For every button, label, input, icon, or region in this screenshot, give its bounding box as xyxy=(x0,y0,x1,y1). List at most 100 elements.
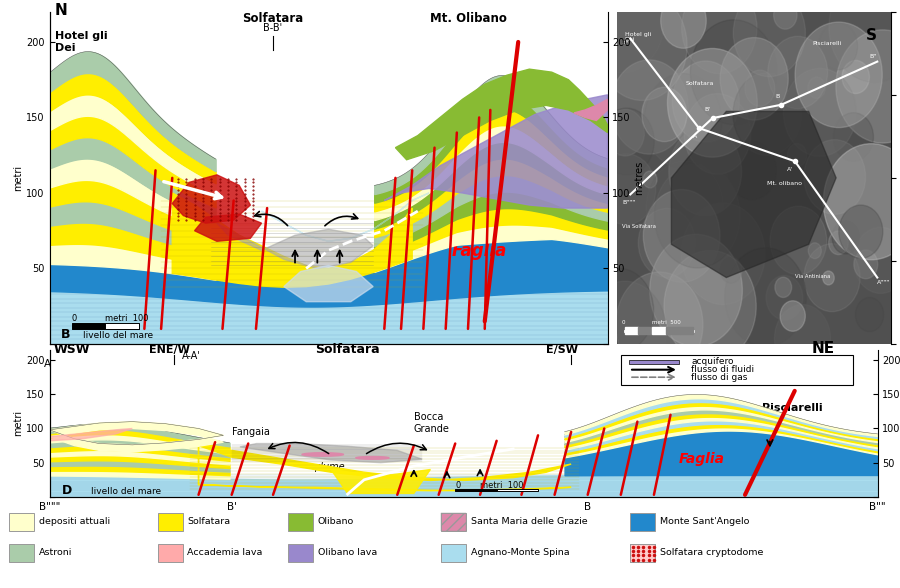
Text: flusso di gas: flusso di gas xyxy=(691,373,748,382)
Circle shape xyxy=(832,221,859,254)
Text: Via Solfatara: Via Solfatara xyxy=(622,223,656,229)
Text: A""": A""" xyxy=(878,280,890,285)
Polygon shape xyxy=(671,112,836,278)
Bar xyxy=(9,513,34,530)
Circle shape xyxy=(583,281,667,382)
Text: plume: plume xyxy=(314,462,345,472)
Text: Solfatara: Solfatara xyxy=(187,517,230,526)
Circle shape xyxy=(664,250,756,362)
Circle shape xyxy=(856,298,884,332)
Text: Solfatara: Solfatara xyxy=(242,12,303,25)
Circle shape xyxy=(720,38,788,120)
Text: livello del mare: livello del mare xyxy=(83,331,153,340)
Text: Faglia: Faglia xyxy=(451,242,507,260)
Bar xyxy=(288,513,313,530)
Polygon shape xyxy=(262,193,429,241)
Circle shape xyxy=(775,305,831,372)
Text: metri  100: metri 100 xyxy=(105,315,148,323)
Text: A""": A""" xyxy=(597,359,618,369)
Polygon shape xyxy=(240,443,422,463)
Polygon shape xyxy=(50,422,223,452)
Text: livello del mare: livello del mare xyxy=(91,487,161,496)
Circle shape xyxy=(733,73,801,155)
Circle shape xyxy=(766,275,803,320)
Circle shape xyxy=(681,203,765,305)
Circle shape xyxy=(734,0,806,76)
Bar xyxy=(621,355,852,385)
Circle shape xyxy=(770,206,827,275)
Text: A": A" xyxy=(622,41,629,46)
Text: Fangaia: Fangaia xyxy=(231,427,269,437)
Text: A': A' xyxy=(787,167,793,172)
Text: Olibano lava: Olibano lava xyxy=(318,548,377,557)
Text: Hotel gli
Dei: Hotel gli Dei xyxy=(55,31,108,53)
Circle shape xyxy=(768,36,827,109)
Text: B: B xyxy=(776,94,780,99)
Circle shape xyxy=(728,141,777,200)
Y-axis label: metri: metri xyxy=(14,410,23,436)
Text: Solfatara cryptodome: Solfatara cryptodome xyxy=(660,548,763,557)
Text: Faglia: Faglia xyxy=(679,452,725,466)
Text: D: D xyxy=(62,484,72,497)
Text: Monte Sant'Angelo: Monte Sant'Angelo xyxy=(660,517,749,526)
Polygon shape xyxy=(384,95,608,208)
Text: B""": B""" xyxy=(622,201,635,205)
Y-axis label: metres: metres xyxy=(634,161,643,195)
Text: 0: 0 xyxy=(72,315,77,323)
Circle shape xyxy=(616,272,703,377)
Circle shape xyxy=(804,140,866,214)
Circle shape xyxy=(356,456,389,459)
Text: depositi attuali: depositi attuali xyxy=(39,517,110,526)
Bar xyxy=(441,544,466,562)
Text: Bocca
Grande: Bocca Grande xyxy=(414,412,450,434)
Bar xyxy=(630,544,655,562)
Text: Mt. olibano: Mt. olibano xyxy=(768,181,803,186)
Bar xyxy=(9,544,34,562)
Circle shape xyxy=(606,109,644,156)
Circle shape xyxy=(839,205,883,258)
Circle shape xyxy=(302,453,344,456)
Text: Accademia lava: Accademia lava xyxy=(187,548,263,557)
Polygon shape xyxy=(172,175,250,223)
Text: metri  100: metri 100 xyxy=(480,481,524,490)
Text: Astroni: Astroni xyxy=(39,548,72,557)
Text: A': A' xyxy=(407,359,418,369)
Circle shape xyxy=(610,60,688,154)
Circle shape xyxy=(854,250,877,279)
Circle shape xyxy=(642,87,687,142)
Circle shape xyxy=(842,61,869,93)
Circle shape xyxy=(643,171,657,188)
Text: A-A': A-A' xyxy=(182,351,201,361)
Circle shape xyxy=(638,208,696,278)
Circle shape xyxy=(672,61,739,142)
Text: B"": B"" xyxy=(869,502,886,512)
Circle shape xyxy=(681,0,757,74)
Bar xyxy=(630,544,655,562)
Circle shape xyxy=(829,231,848,255)
Text: B""": B""" xyxy=(39,502,60,512)
Text: metri  500: metri 500 xyxy=(652,320,681,325)
Polygon shape xyxy=(331,469,430,493)
Bar xyxy=(629,360,679,363)
Text: WSW: WSW xyxy=(54,343,90,356)
Circle shape xyxy=(650,235,742,346)
Circle shape xyxy=(774,1,797,29)
Circle shape xyxy=(668,48,757,157)
Circle shape xyxy=(584,268,653,352)
Bar xyxy=(158,544,183,562)
Circle shape xyxy=(808,77,825,98)
Text: NE: NE xyxy=(811,341,834,356)
Polygon shape xyxy=(574,99,608,121)
Circle shape xyxy=(836,30,900,143)
Polygon shape xyxy=(284,265,374,302)
Text: Olibano: Olibano xyxy=(318,517,354,526)
Text: 0: 0 xyxy=(455,481,461,490)
Polygon shape xyxy=(625,328,638,334)
Y-axis label: metri: metri xyxy=(14,165,23,191)
Text: Solfatara: Solfatara xyxy=(685,81,714,86)
Text: B: B xyxy=(584,502,591,512)
Text: Mt. Olibano: Mt. Olibano xyxy=(429,12,507,25)
Circle shape xyxy=(644,74,722,168)
Text: ENE/W: ENE/W xyxy=(148,345,190,355)
Text: B': B' xyxy=(705,108,710,112)
